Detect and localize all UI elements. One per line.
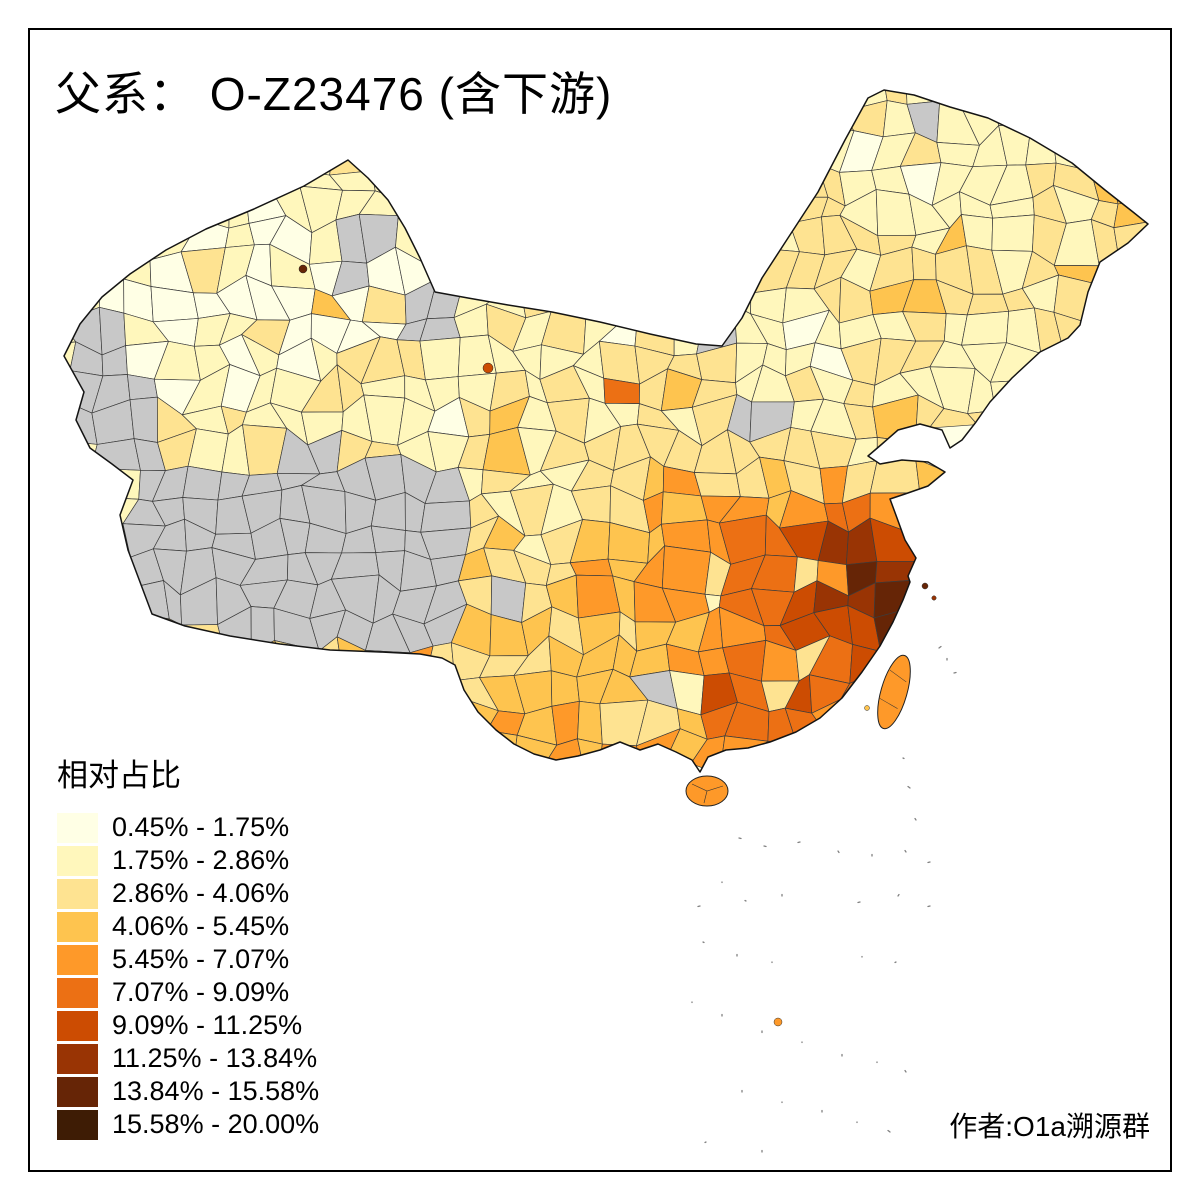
legend-row: 0.45% - 1.75%: [57, 811, 319, 844]
zhoushan-islet: [921, 582, 929, 590]
legend-swatch: [57, 845, 98, 876]
legend-label: 15.58% - 20.00%: [112, 1109, 320, 1139]
legend-swatch: [57, 812, 98, 843]
legend-label: 1.75% - 2.86%: [112, 845, 290, 875]
mainland-cells: [64, 90, 1148, 772]
legend-title: 相对占比: [57, 758, 181, 793]
legend-row: 1.75% - 2.86%: [57, 844, 319, 877]
legend-swatch: [57, 1076, 98, 1107]
legend-label: 13.84% - 15.58%: [112, 1076, 320, 1106]
taiwan-island: [877, 654, 911, 730]
legend-swatch: [57, 878, 98, 909]
north-xinjiang-speck: [298, 264, 308, 274]
legend-swatch: [57, 1010, 98, 1041]
legend-swatch: [57, 911, 98, 942]
legend-row: 4.06% - 5.45%: [57, 910, 319, 943]
legend-label: 4.06% - 5.45%: [112, 911, 290, 941]
hainan-island: [685, 775, 729, 807]
legend-swatch: [57, 1109, 98, 1140]
legend-row: 13.84% - 15.58%: [57, 1075, 319, 1108]
legend-label: 0.45% - 1.75%: [112, 812, 290, 842]
legend-label: 2.86% - 4.06%: [112, 878, 290, 908]
legend-row: 7.07% - 9.09%: [57, 976, 319, 1009]
legend-row: 11.25% - 13.84%: [57, 1042, 319, 1075]
legend-row: 2.86% - 4.06%: [57, 877, 319, 910]
qinghai-speck: [482, 362, 494, 374]
national-boundary: [63, 89, 1149, 773]
legend-row: 9.09% - 11.25%: [57, 1009, 319, 1042]
legend-swatch: [57, 1043, 98, 1074]
offshore-islets: [691, 645, 957, 1153]
legend-row: 15.58% - 20.00%: [57, 1108, 319, 1141]
legend-label: 5.45% - 7.07%: [112, 944, 290, 974]
penghu-islet: [864, 705, 870, 711]
legend: 相对占比 0.45% - 1.75% 1.75% - 2.86% 2.86% -…: [57, 750, 319, 1141]
south-sea-colored-islet: [773, 1017, 783, 1027]
legend-label: 7.07% - 9.09%: [112, 977, 290, 1007]
legend-swatch: [57, 977, 98, 1008]
legend-label: 9.09% - 11.25%: [112, 1010, 303, 1040]
author-credit: 作者:O1a溯源群: [949, 1111, 1150, 1142]
zhoushan-islet-2: [931, 595, 937, 601]
legend-swatch: [57, 944, 98, 975]
legend-row: 5.45% - 7.07%: [57, 943, 319, 976]
legend-label: 11.25% - 13.84%: [112, 1043, 318, 1073]
map-title: 父系： O-Z23476 (含下游): [55, 68, 613, 120]
